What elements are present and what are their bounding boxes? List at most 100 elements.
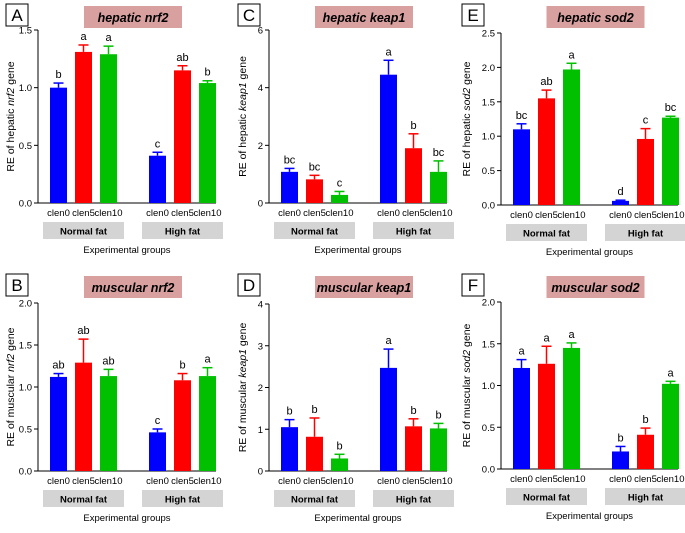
x-tick-label: clen5	[72, 476, 95, 487]
chart-title: hepatic nrf2	[98, 11, 169, 25]
significance-letter: bc	[433, 147, 445, 159]
y-tick-label: 1.5	[19, 341, 32, 352]
y-tick-label: 1.0	[482, 132, 495, 143]
chart-title: muscular sod2	[551, 281, 639, 295]
x-tick-label: clen10	[558, 474, 586, 485]
x-tick-label: clen5	[171, 208, 194, 219]
bar-clen10	[662, 383, 679, 469]
x-tick-label: clen5	[171, 476, 194, 487]
bar-clen10	[199, 376, 216, 471]
x-tick-label: clen10	[558, 210, 586, 221]
significance-letter: b	[642, 414, 648, 426]
group-label: Normal fat	[291, 495, 339, 506]
panel-letter-box	[5, 273, 29, 297]
significance-letter: a	[385, 335, 392, 347]
significance-letter: bc	[309, 161, 321, 173]
significance-letter: ab	[176, 52, 188, 64]
group-box	[274, 222, 355, 239]
bar-clen0	[612, 200, 629, 205]
x-tick-label: clen0	[609, 474, 632, 485]
bar-clen5	[405, 148, 422, 203]
bar-clen0	[612, 451, 629, 469]
y-tick-label: 6	[258, 26, 263, 37]
group-label: Normal fat	[60, 495, 108, 506]
panel-letter: F	[468, 276, 478, 295]
group-box	[373, 222, 454, 239]
panel-letter: E	[467, 6, 478, 25]
y-tick-label: 0.0	[19, 467, 32, 478]
bar-clen5	[174, 70, 191, 203]
x-tick-label: clen10	[326, 208, 354, 219]
significance-letter: d	[617, 186, 623, 198]
group-label: Normal fat	[60, 227, 108, 238]
x-tick-label: clen10	[194, 476, 222, 487]
x-tick-label: clen5	[535, 474, 558, 485]
chart-title-bg	[84, 276, 182, 298]
significance-letter: a	[543, 332, 550, 344]
y-tick-label: 2.0	[482, 298, 495, 309]
group-label: High fat	[165, 495, 201, 506]
x-tick-label: clen10	[425, 476, 453, 487]
chart-title-bg	[546, 276, 645, 298]
bar-clen0	[513, 367, 530, 469]
bar-clen5	[637, 434, 654, 469]
chart-title: hepatic sod2	[557, 11, 633, 25]
y-tick-label: 0.0	[482, 201, 495, 212]
significance-letter: b	[410, 405, 416, 417]
group-label: Normal fat	[291, 227, 339, 238]
bar-clen5	[637, 138, 654, 205]
bar-clen10	[662, 117, 679, 205]
y-tick-label: 1.0	[19, 383, 32, 394]
significance-letter: b	[286, 406, 292, 418]
bar-clen5	[538, 98, 555, 205]
panel-letter-box	[461, 273, 485, 297]
x-tick-label: clen0	[510, 210, 533, 221]
significance-letter: a	[667, 367, 674, 379]
x-tick-label: clen10	[194, 208, 222, 219]
significance-letter: c	[337, 177, 343, 189]
significance-letter: a	[105, 32, 112, 44]
y-tick-label: 0.0	[19, 199, 32, 210]
group-label: High fat	[628, 229, 664, 240]
x-tick-label: clen5	[402, 208, 425, 219]
x-tick-label: clen0	[510, 474, 533, 485]
group-label: High fat	[396, 495, 432, 506]
significance-letter: b	[617, 432, 623, 444]
x-axis-label: Experimental groups	[546, 511, 633, 522]
y-tick-label: 0.5	[482, 166, 495, 177]
group-label: High fat	[628, 493, 664, 504]
group-label: Normal fat	[523, 229, 571, 240]
y-tick-label: 2.0	[482, 63, 495, 74]
group-box	[373, 490, 454, 507]
chart-title-bg	[84, 6, 182, 28]
bar-clen10	[563, 347, 580, 469]
y-tick-label: 2.0	[19, 299, 32, 310]
x-tick-label: clen5	[72, 208, 95, 219]
bar-clen5	[75, 51, 92, 204]
group-box	[142, 490, 223, 507]
significance-letter: a	[385, 46, 392, 58]
y-tick-label: 2	[258, 141, 263, 152]
x-tick-label: clen0	[609, 210, 632, 221]
y-axis-label: RE of muscular nrf2 gene	[5, 327, 17, 446]
y-tick-label: 1.5	[19, 26, 32, 37]
bar-clen0	[149, 155, 166, 203]
y-axis-label: RE of muscular keap1 gene	[237, 323, 249, 453]
bar-clen5	[306, 179, 323, 203]
significance-letter: ab	[540, 76, 552, 88]
chart-title: hepatic keap1	[323, 11, 406, 25]
bar-clen10	[100, 376, 117, 471]
significance-letter: b	[435, 409, 441, 421]
y-tick-label: 2.5	[482, 29, 495, 40]
panel-letter-box	[237, 273, 261, 297]
x-tick-label: clen0	[47, 208, 70, 219]
x-tick-label: clen10	[657, 474, 685, 485]
y-tick-label: 0	[258, 467, 263, 478]
x-tick-label: clen5	[303, 208, 326, 219]
bar-clen5	[75, 362, 92, 471]
x-tick-label: clen10	[95, 476, 123, 487]
